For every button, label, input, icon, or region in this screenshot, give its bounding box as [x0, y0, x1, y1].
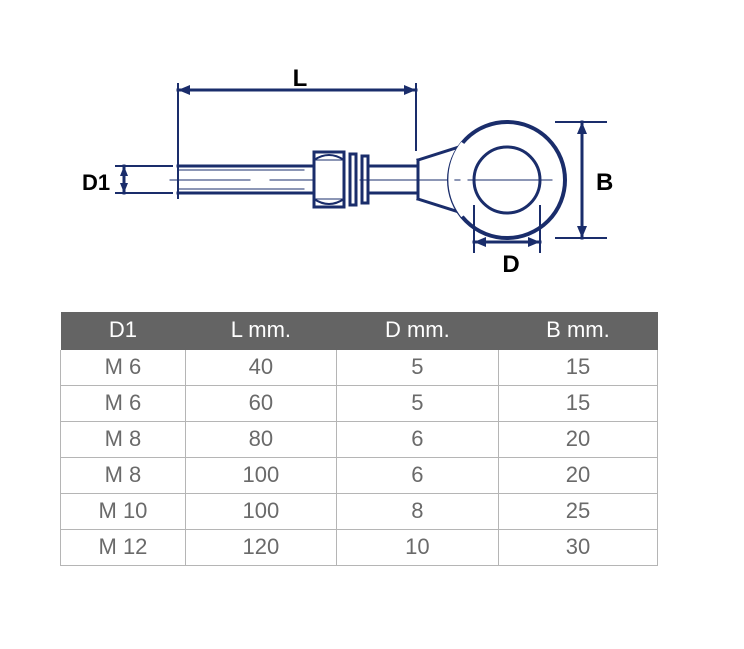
table-header-row: D1 L mm. D mm. B mm.	[61, 312, 658, 350]
col-header: B mm.	[498, 312, 657, 350]
dimensions-table: D1 L mm. D mm. B mm. M 640515M 660515M 8…	[60, 312, 658, 566]
table-cell: 5	[336, 350, 498, 386]
table-cell: M 6	[61, 350, 186, 386]
table-cell: 15	[498, 350, 657, 386]
table-cell: 10	[336, 530, 498, 566]
table-cell: 15	[498, 386, 657, 422]
table-cell: 20	[498, 458, 657, 494]
table-cell: M 8	[61, 422, 186, 458]
col-header: L mm.	[185, 312, 336, 350]
dimensions-table-wrapper: D1 L mm. D mm. B mm. M 640515M 660515M 8…	[60, 312, 658, 566]
table-row: M 10100825	[61, 494, 658, 530]
label-D1: D1	[82, 170, 110, 195]
table-cell: 40	[185, 350, 336, 386]
table-cell: 120	[185, 530, 336, 566]
label-D: D	[502, 251, 519, 278]
eye-bolt-svg: L D1 B D	[0, 0, 744, 300]
col-header: D1	[61, 312, 186, 350]
table-cell: M 10	[61, 494, 186, 530]
table-cell: 100	[185, 494, 336, 530]
table-cell: 6	[336, 458, 498, 494]
table-cell: 25	[498, 494, 657, 530]
label-B: B	[596, 169, 613, 196]
col-header: D mm.	[336, 312, 498, 350]
table-body: M 640515M 660515M 880620M 8100620M 10100…	[61, 350, 658, 566]
table-cell: 60	[185, 386, 336, 422]
table-row: M 8100620	[61, 458, 658, 494]
table-cell: M 8	[61, 458, 186, 494]
table-cell: 20	[498, 422, 657, 458]
table-cell: 30	[498, 530, 657, 566]
eye-bolt-diagram: L D1 B D	[0, 0, 744, 300]
table-cell: 5	[336, 386, 498, 422]
table-cell: M 6	[61, 386, 186, 422]
table-row: M 880620	[61, 422, 658, 458]
table-row: M 660515	[61, 386, 658, 422]
table-cell: 80	[185, 422, 336, 458]
table-cell: 8	[336, 494, 498, 530]
table-row: M 121201030	[61, 530, 658, 566]
table-cell: M 12	[61, 530, 186, 566]
table-row: M 640515	[61, 350, 658, 386]
label-L: L	[293, 65, 308, 92]
table-cell: 100	[185, 458, 336, 494]
table-cell: 6	[336, 422, 498, 458]
